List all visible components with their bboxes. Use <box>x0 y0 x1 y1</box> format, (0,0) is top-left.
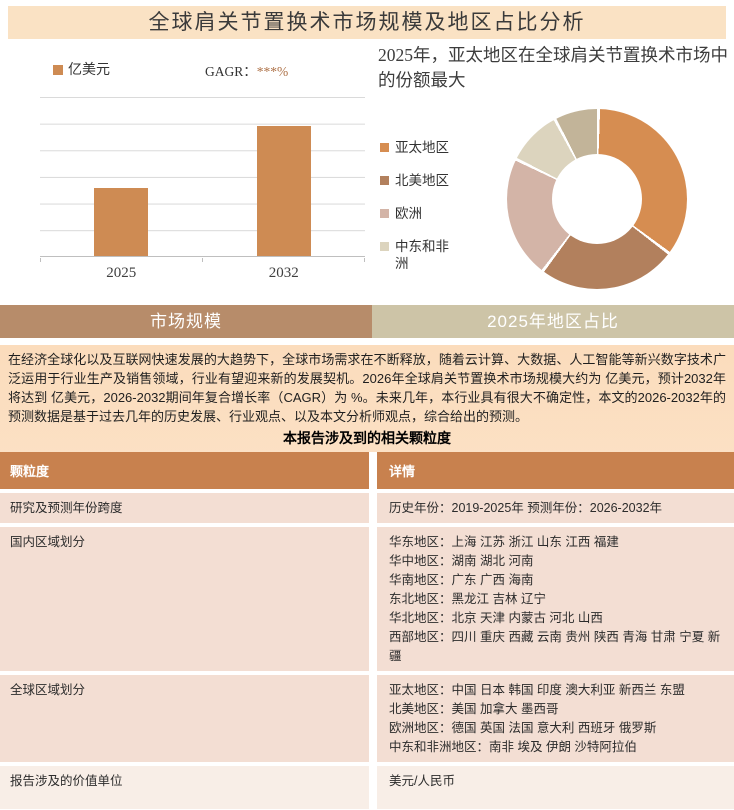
table-header-granularity: 颗粒度 <box>0 452 369 489</box>
table-row: 国内区域划分 华东地区：上海 江苏 浙江 山东 江西 福建 华中地区：湖南 湖北 … <box>0 527 734 671</box>
market-size-bar-chart: 亿美元 GAGR：***% 2025 2032 <box>0 39 370 305</box>
legend-item: 欧洲 <box>380 205 476 222</box>
bar-2032 <box>256 125 311 256</box>
legend-label: 中东和非洲 <box>395 239 449 271</box>
x-axis-label: 2025 <box>106 265 137 281</box>
legend-label: 欧洲 <box>395 206 422 221</box>
table-body: 研究及预测年份跨度 历史年份：2019-2025年 预测年份：2026-2032年… <box>0 493 734 809</box>
legend-color-chip <box>380 242 389 251</box>
legend-label: 亚太地区 <box>395 140 449 155</box>
region-share-panel: 2025年，亚太地区在全球肩关节置换术市场中的份额最大 亚太地区北美地区欧洲中东… <box>370 39 734 305</box>
table-caption: 本报告涉及到的相关颗粒度 <box>283 430 451 446</box>
cagr-prefix: GAGR： <box>205 64 257 79</box>
table-header-detail: 详情 <box>377 452 734 489</box>
bar-chart-legend: 亿美元 <box>53 59 110 79</box>
tick-mark <box>364 258 365 262</box>
tab-region-share-2025[interactable]: 2025年地区占比 <box>372 305 734 338</box>
bar-xlabels: 2025 2032 <box>40 265 365 282</box>
pie-chart-heading: 2025年，亚太地区在全球肩关节置换术市场中的份额最大 <box>378 45 728 90</box>
bar-slot <box>40 97 203 256</box>
legend-color-chip <box>380 176 389 185</box>
tab-bar: 市场规模 2025年地区占比 <box>0 305 734 338</box>
tab-market-size[interactable]: 市场规模 <box>0 305 372 338</box>
bar-slot <box>203 97 366 256</box>
table-header-row: 颗粒度 详情 <box>0 452 734 489</box>
legend-item: 亚太地区 <box>380 139 476 156</box>
granularity-table: 颗粒度 详情 研究及预测年份跨度 历史年份：2019-2025年 预测年份：202… <box>0 452 734 809</box>
cagr-annotation: GAGR：***% <box>205 60 288 80</box>
charts-section: 亿美元 GAGR：***% 2025 2032 2025年，亚太地区在全球肩关节置… <box>0 39 734 305</box>
table-cell-detail: 历史年份：2019-2025年 预测年份：2026-2032年 <box>377 493 734 523</box>
table-row: 全球区域划分 亚太地区：中国 日本 韩国 印度 澳大利亚 新西兰 东盟 北美地区：… <box>0 675 734 762</box>
table-row: 研究及预测年份跨度 历史年份：2019-2025年 预测年份：2026-2032年 <box>0 493 734 523</box>
intro-paragraph: 在经济全球化以及互联网快速发展的大趋势下，全球市场需求在不断释放，随着云计算、大… <box>8 352 726 424</box>
bar-plot <box>40 97 365 257</box>
page-title: 全球肩关节置换术市场规模及地区占比分析 <box>8 6 726 39</box>
x-axis-ticks <box>40 258 365 262</box>
table-cell-granularity: 全球区域划分 <box>0 675 369 762</box>
table-cell-detail: 美元/人民币 <box>377 766 734 809</box>
legend-label: 北美地区 <box>395 173 449 188</box>
table-row: 报告涉及的价值单位 美元/人民币 <box>0 766 734 809</box>
table-cell-granularity: 研究及预测年份跨度 <box>0 493 369 523</box>
legend-color-chip <box>53 65 63 75</box>
legend-color-chip <box>380 143 389 152</box>
legend-label: 亿美元 <box>68 61 110 77</box>
x-axis-label: 2032 <box>268 265 299 281</box>
table-cell-detail: 亚太地区：中国 日本 韩国 印度 澳大利亚 新西兰 东盟 北美地区：美国 加拿大… <box>377 675 734 762</box>
table-cell-detail: 华东地区：上海 江苏 浙江 山东 江西 福建 华中地区：湖南 湖北 河南 华南地… <box>377 527 734 671</box>
bar-2025 <box>94 188 149 256</box>
legend-item: 中东和非洲 <box>380 238 476 272</box>
report-body-section: 在经济全球化以及互联网快速发展的大趋势下，全球市场需求在不断释放，随着云计算、大… <box>0 345 734 809</box>
table-cell-granularity: 报告涉及的价值单位 <box>0 766 369 809</box>
donut-chart <box>507 109 687 289</box>
table-cell-granularity: 国内区域划分 <box>0 527 369 671</box>
legend-color-chip <box>380 209 389 218</box>
donut-hole <box>552 154 642 244</box>
cagr-masked-value: ***% <box>256 64 289 79</box>
tick-mark <box>202 258 203 262</box>
donut-chart-wrap <box>507 109 687 289</box>
donut-legend: 亚太地区北美地区欧洲中东和非洲 <box>380 139 476 288</box>
legend-item: 北美地区 <box>380 172 476 189</box>
tick-mark <box>40 258 41 262</box>
